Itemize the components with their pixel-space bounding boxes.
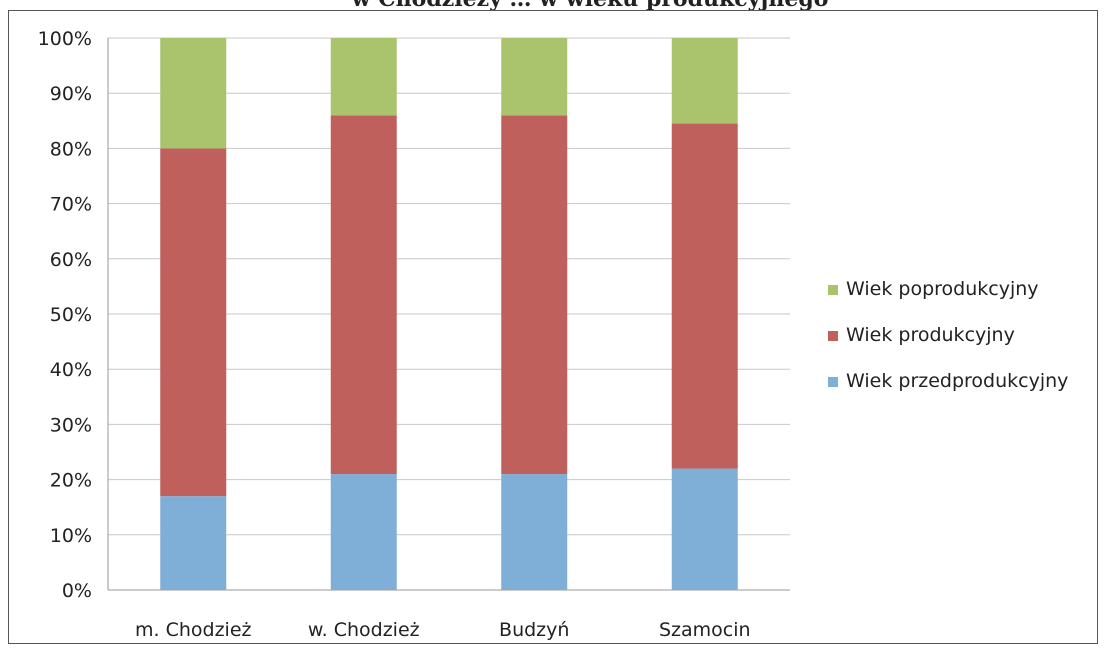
y-tick-label: 0% bbox=[62, 580, 92, 602]
chart-title: w Chodzieży … w wieku produkcyjnego bbox=[160, 0, 1020, 12]
bar-segment bbox=[160, 496, 227, 590]
legend-label: Wiek produkcyjny bbox=[846, 324, 1015, 346]
x-category-label: Szamocin bbox=[659, 619, 751, 641]
x-category-label: Budzyń bbox=[499, 619, 569, 641]
y-tick-label: 50% bbox=[50, 304, 92, 326]
bar-segment bbox=[330, 474, 397, 590]
bar-segment bbox=[671, 123, 738, 469]
bar-segment bbox=[330, 38, 397, 116]
y-axis-ticks: 0% 10% 20% 30% 40% 50% 60% 70% 80% 90% 100% bbox=[38, 28, 92, 602]
chart-frame bbox=[8, 10, 1098, 644]
bar-segment bbox=[671, 468, 738, 590]
legend: Wiek poprodukcyjny Wiek produkcyjny Wiek p… bbox=[828, 278, 1068, 392]
bars bbox=[160, 38, 738, 590]
bar-segment bbox=[160, 38, 227, 149]
y-tick-label: 20% bbox=[50, 470, 92, 492]
x-category-label: m. Chodzież bbox=[135, 619, 252, 641]
y-tick-label: 80% bbox=[50, 138, 92, 160]
y-tick-label: 100% bbox=[38, 28, 92, 50]
legend-swatch bbox=[828, 285, 838, 295]
bar-segment bbox=[160, 148, 227, 497]
y-tick-label: 10% bbox=[50, 525, 92, 547]
bar-segment bbox=[330, 115, 397, 475]
y-tick-label: 70% bbox=[50, 194, 92, 216]
bar-segment bbox=[671, 38, 738, 124]
y-tick-label: 40% bbox=[50, 359, 92, 381]
y-tick-label: 90% bbox=[50, 83, 92, 105]
legend-label: Wiek przedprodukcyjny bbox=[846, 370, 1068, 392]
y-tick-label: 60% bbox=[50, 249, 92, 271]
bar-segment bbox=[501, 474, 568, 590]
y-tick-label: 30% bbox=[50, 414, 92, 436]
bar-segment bbox=[501, 38, 568, 116]
legend-label: Wiek poprodukcyjny bbox=[846, 278, 1039, 300]
bar-segment bbox=[501, 115, 568, 475]
x-axis-categories: m. Chodzież w. Chodzież Budzyń Szamocin bbox=[135, 619, 751, 641]
x-category-label: w. Chodzież bbox=[308, 619, 420, 641]
legend-swatch bbox=[828, 377, 838, 387]
legend-swatch bbox=[828, 331, 838, 341]
